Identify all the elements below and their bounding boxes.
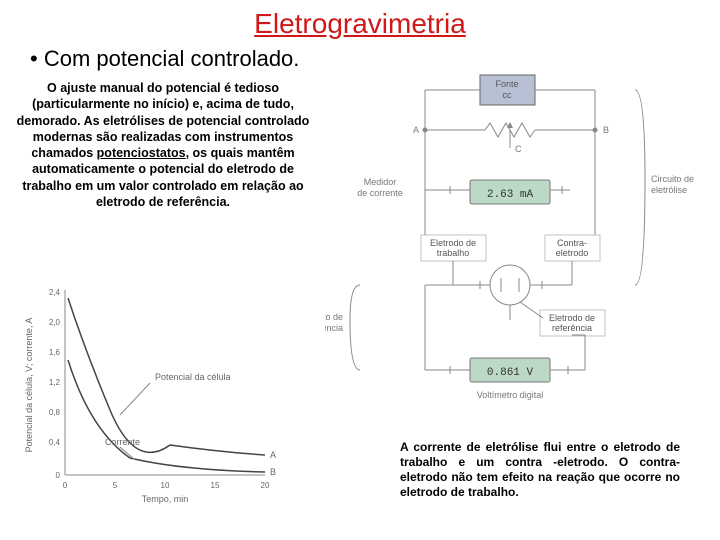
side1-l1: Circuito de <box>325 312 343 322</box>
trabalho-l2: trabalho <box>437 248 470 258</box>
chart-svg: 2,4 2,0 1,6 1,2 0,8 0,4 0 0 5 10 15 20 T… <box>20 280 280 510</box>
cell-icon <box>490 265 530 305</box>
meter-l2: de corrente <box>357 188 403 198</box>
side1-l2: referência <box>325 323 343 333</box>
trabalho-l1: Eletrodo de <box>430 238 476 248</box>
chart-area: 2,4 2,0 1,6 1,2 0,8 0,4 0 0 5 10 15 20 T… <box>20 280 280 510</box>
ytick-5: 0,4 <box>49 438 61 447</box>
paragraph-intro: O ajuste manual do potencial é tedioso (… <box>8 80 318 210</box>
side2-l1: Circuito de <box>651 174 694 184</box>
annot-current: Corrente <box>105 437 140 447</box>
ref-l1: Eletrodo de <box>549 313 595 323</box>
label-b: B <box>270 467 276 477</box>
circuit-area: Fonte cc A B C 2.63 mA Medidor de corren… <box>325 70 705 420</box>
x-axis-label: Tempo, min <box>142 494 189 504</box>
y-axis-label: Potencial da célula, V; corrente, A <box>24 318 34 453</box>
side2-l2: eletrólise <box>651 185 687 195</box>
ytick-4: 0,8 <box>49 408 61 417</box>
source-l1: Fonte <box>495 79 518 89</box>
meter-l1: Medidor <box>364 177 397 187</box>
node-c-label: C <box>515 144 522 154</box>
annot-potential: Potencial da célula <box>155 372 231 382</box>
ref-l2: referência <box>552 323 592 333</box>
node-a-label: A <box>413 125 419 135</box>
bracket-ref <box>350 285 360 370</box>
ytick-6: 0 <box>56 471 61 480</box>
contra-l1: Contra- <box>557 238 587 248</box>
xtick-4: 20 <box>261 481 270 490</box>
xtick-0: 0 <box>63 481 68 490</box>
ytick-0: 2,4 <box>49 288 61 297</box>
paragraph-bottom: A corrente de eletrólise flui entre o el… <box>400 440 680 500</box>
contra-l2: eletrodo <box>556 248 589 258</box>
ammeter-value: 2.63 mA <box>487 189 534 201</box>
node-b-label: B <box>603 125 609 135</box>
label-a: A <box>270 450 276 460</box>
bracket-elec <box>635 90 645 285</box>
page-title: Eletrogravimetria <box>0 0 720 40</box>
source-l2: cc <box>503 90 513 100</box>
dvm-value: 0.861 V <box>487 367 534 379</box>
xtick-3: 15 <box>211 481 220 490</box>
ytick-3: 1,2 <box>49 378 61 387</box>
circuit-svg: Fonte cc A B C 2.63 mA Medidor de corren… <box>325 70 705 420</box>
xtick-1: 5 <box>113 481 118 490</box>
p1-underlined: potenciostatos <box>97 146 186 160</box>
dvm-label: Voltímetro digital <box>477 390 544 400</box>
ytick-2: 1,6 <box>49 348 61 357</box>
ytick-1: 2,0 <box>49 318 61 327</box>
xtick-2: 10 <box>161 481 170 490</box>
